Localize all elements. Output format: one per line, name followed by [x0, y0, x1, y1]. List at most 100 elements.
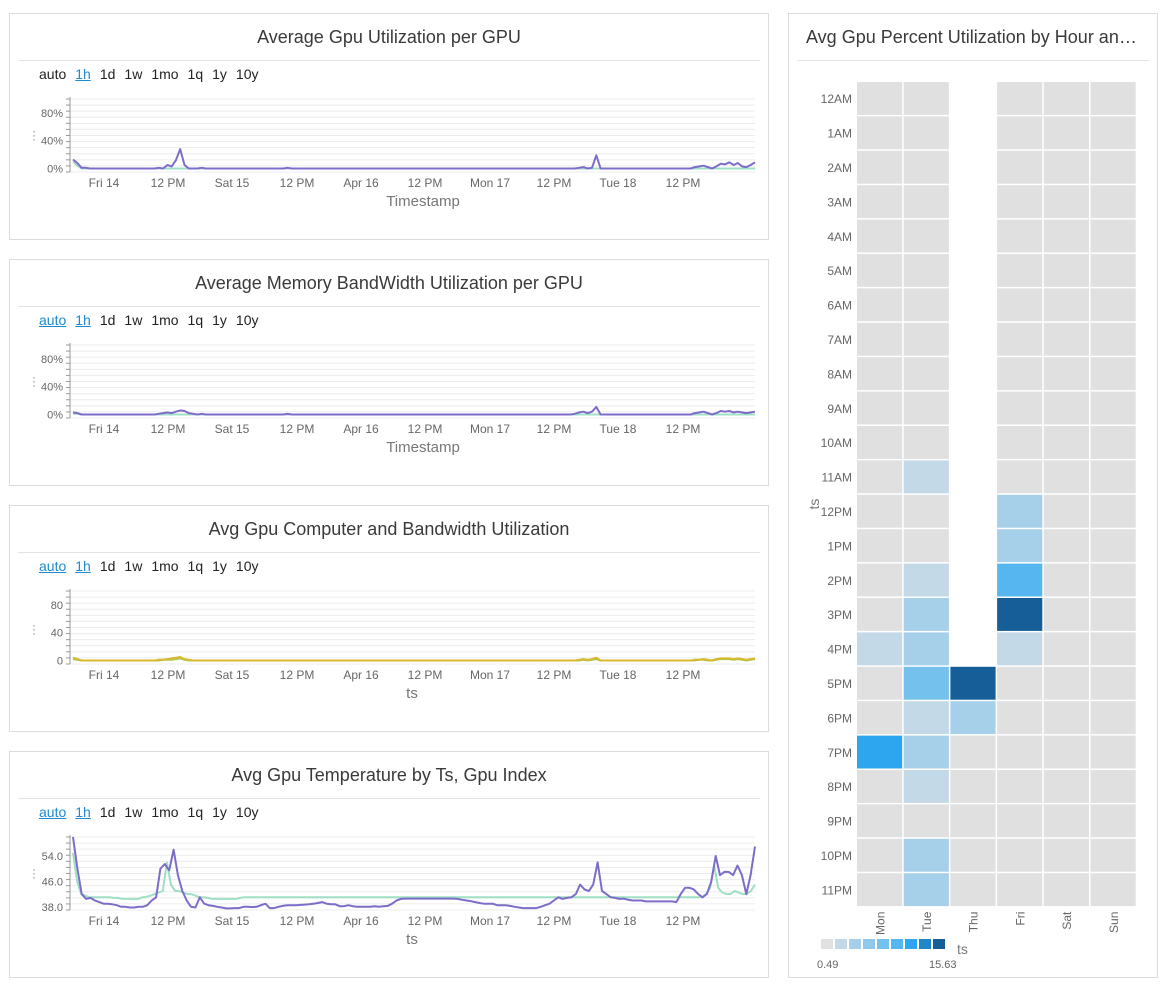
more-menu-icon[interactable]: · · ·: [32, 370, 36, 392]
range-button-1q[interactable]: 1q: [187, 312, 204, 328]
x-tick-label: 12 PM: [666, 176, 701, 190]
heatmap-cell: [997, 460, 1043, 494]
heatmap-cell: [1090, 873, 1136, 907]
heatmap-cell: [903, 838, 949, 872]
heatmap-cell: [950, 322, 996, 356]
title-divider: [18, 552, 760, 553]
y-tick-label: 80%: [41, 354, 63, 366]
range-button-1d[interactable]: 1d: [99, 558, 116, 574]
time-range-selector: auto 1h 1d 1w 1mo 1q 1y 10y: [39, 312, 268, 328]
range-button-1mo[interactable]: 1mo: [151, 804, 179, 820]
heatmap-cell: [950, 357, 996, 391]
heatmap-cell: [857, 219, 903, 253]
heatmap-cell: [1090, 735, 1136, 769]
x-tick-label: Apr 16: [343, 914, 379, 928]
heatmap-cell: [997, 838, 1043, 872]
heatmap-cell: [857, 116, 903, 150]
heatmap-cell: [997, 357, 1043, 391]
day-label: Fri: [1013, 912, 1027, 926]
x-tick-label: 12 PM: [280, 176, 315, 190]
hour-label: 4PM: [827, 643, 852, 657]
legend-swatch: [891, 939, 903, 949]
hour-label: 6AM: [827, 299, 852, 313]
range-button-1y[interactable]: 1y: [212, 558, 227, 574]
heatmap-cell: [997, 219, 1043, 253]
heatmap-cell: [950, 770, 996, 803]
range-button-1y[interactable]: 1y: [212, 312, 227, 328]
compute-bandwidth-panel: Avg Gpu Computer and Bandwidth Utilizati…: [9, 505, 769, 732]
hour-label: 9AM: [827, 402, 852, 416]
heatmap-cell: [1090, 598, 1136, 631]
range-button-1mo[interactable]: 1mo: [151, 66, 179, 82]
more-menu-icon[interactable]: · · ·: [32, 124, 36, 146]
heatmap-cell: [857, 460, 903, 494]
range-button-1q[interactable]: 1q: [187, 804, 204, 820]
y-tick-label: 0%: [47, 164, 63, 176]
range-button-10y[interactable]: 10y: [235, 804, 259, 820]
more-menu-icon[interactable]: · · ·: [32, 862, 36, 884]
range-button-auto[interactable]: auto: [39, 558, 67, 574]
series-line-0: [72, 836, 756, 910]
legend-swatch: [835, 939, 847, 949]
heatmap-cell: [903, 219, 949, 253]
x-tick-label: Mon 17: [470, 422, 510, 436]
range-button-1w[interactable]: 1w: [124, 804, 143, 820]
heatmap-cell: [1090, 219, 1136, 253]
x-tick-label: Tue 18: [600, 668, 637, 682]
range-button-1h[interactable]: 1h: [75, 312, 91, 328]
heatmap-cell: [903, 735, 949, 769]
range-button-1d[interactable]: 1d: [99, 804, 116, 820]
range-button-1d[interactable]: 1d: [99, 312, 116, 328]
heatmap-cell: [950, 150, 996, 184]
x-tick-label: 12 PM: [151, 668, 186, 682]
range-button-1h[interactable]: 1h: [75, 558, 91, 574]
hour-label: 9PM: [827, 815, 852, 829]
x-tick-label: Sat 15: [215, 668, 250, 682]
range-button-1h[interactable]: 1h: [75, 804, 91, 820]
range-button-1w[interactable]: 1w: [124, 558, 143, 574]
x-tick-label: Apr 16: [343, 668, 379, 682]
range-button-1mo[interactable]: 1mo: [151, 558, 179, 574]
range-button-10y[interactable]: 10y: [235, 558, 259, 574]
heatmap-cell: [1090, 666, 1136, 700]
range-button-auto[interactable]: auto: [39, 804, 67, 820]
heatmap-cell: [903, 322, 949, 356]
heatmap-cell: [903, 254, 949, 287]
heatmap-cell: [857, 82, 903, 115]
y-tick-label: 40%: [41, 136, 63, 148]
range-button-10y[interactable]: 10y: [235, 66, 259, 82]
range-button-1h[interactable]: 1h: [75, 66, 91, 82]
range-button-1w[interactable]: 1w: [124, 312, 143, 328]
range-button-auto[interactable]: auto: [39, 66, 67, 82]
more-menu-icon[interactable]: · · ·: [32, 618, 36, 640]
heatmap-cell: [1090, 529, 1136, 563]
x-tick-label: Tue 18: [600, 422, 637, 436]
memory-bandwidth-panel: Average Memory BandWidth Utilization per…: [9, 259, 769, 486]
range-button-10y[interactable]: 10y: [235, 312, 259, 328]
heatmap-cell: [1043, 82, 1089, 115]
x-tick-label: 12 PM: [666, 668, 701, 682]
heatmap-cell: [950, 838, 996, 872]
x-axis-label: Timestamp: [386, 193, 460, 210]
range-button-1w[interactable]: 1w: [124, 66, 143, 82]
y-tick-label: 80: [51, 600, 63, 612]
range-button-1d[interactable]: 1d: [99, 66, 116, 82]
x-tick-label: Tue 18: [600, 176, 637, 190]
heatmap-cell: [1043, 150, 1089, 184]
day-label: Tue: [920, 911, 934, 932]
range-button-1y[interactable]: 1y: [212, 66, 227, 82]
heatmap-cell: [857, 185, 903, 219]
x-tick-label: Fri 14: [89, 176, 120, 190]
range-button-auto[interactable]: auto: [39, 312, 67, 328]
hour-label: 5AM: [827, 264, 852, 278]
hour-label: 4AM: [827, 230, 852, 244]
heatmap-cell: [1043, 357, 1089, 391]
heatmap-cell: [950, 391, 996, 425]
range-button-1q[interactable]: 1q: [187, 558, 204, 574]
range-button-1q[interactable]: 1q: [187, 66, 204, 82]
heatmap-cell: [950, 219, 996, 253]
heatmap-cell: [1090, 254, 1136, 287]
range-button-1y[interactable]: 1y: [212, 804, 227, 820]
range-button-1mo[interactable]: 1mo: [151, 312, 179, 328]
hour-label: 12AM: [821, 92, 852, 106]
